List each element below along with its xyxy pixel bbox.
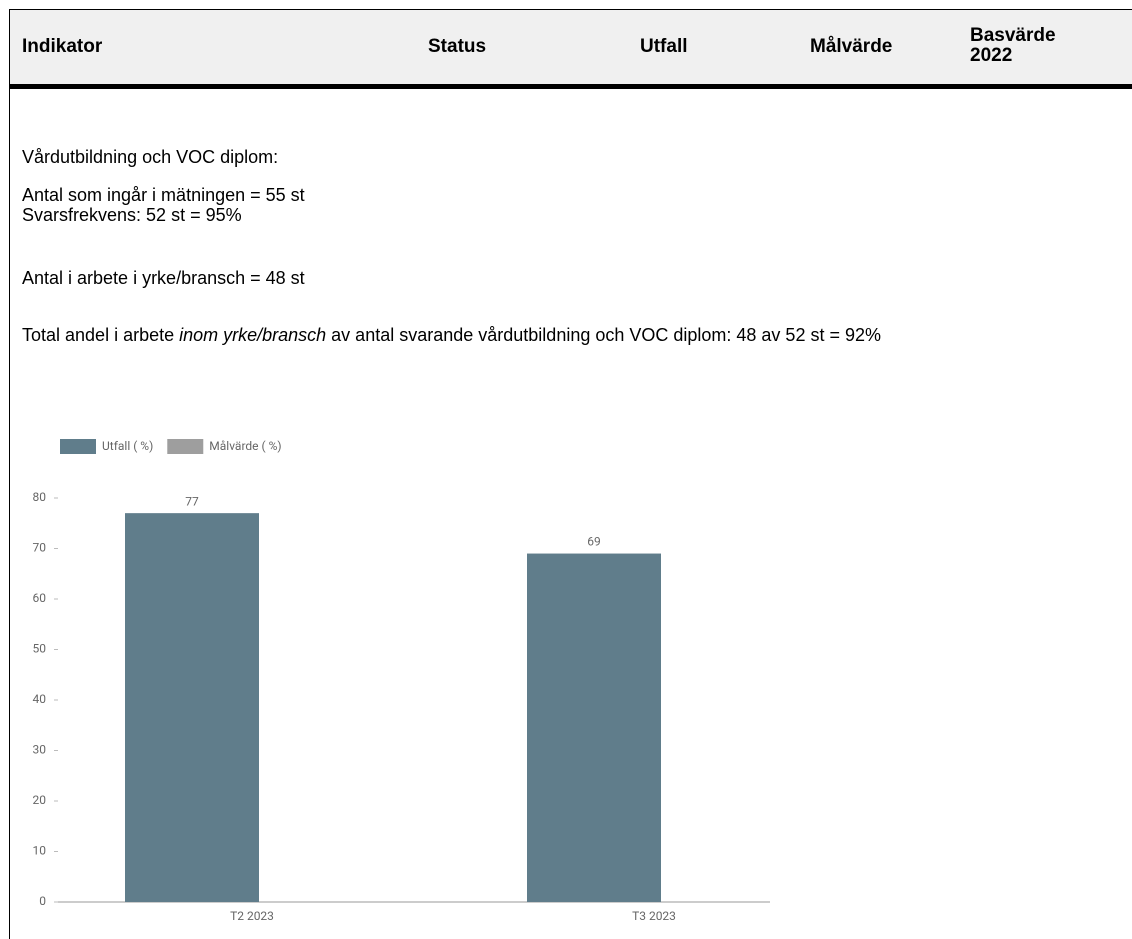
bar xyxy=(125,513,259,902)
bar xyxy=(527,553,661,902)
data-label: 77 xyxy=(185,494,199,508)
paragraph: Antal i arbete i yrke/bransch = 48 st xyxy=(22,268,305,288)
emphasis: inom yrke/bransch xyxy=(179,325,327,345)
paragraph: Svarsfrekvens: 52 st = 95% xyxy=(22,205,242,225)
x-tick-label: T2 2023 xyxy=(230,909,274,923)
header-cell: Indikator xyxy=(22,36,103,57)
header-cell: Status xyxy=(428,36,487,57)
legend-swatch xyxy=(60,439,96,454)
header-cell: Basvärde 2022 xyxy=(970,25,1056,66)
text: Total andel i arbete xyxy=(22,325,180,345)
paragraph: Antal som ingår i mätningen = 55 st xyxy=(22,185,305,205)
y-tick-label: 20 xyxy=(33,793,47,807)
y-tick-label: 40 xyxy=(33,692,47,706)
header-cell: Utfall xyxy=(640,36,688,57)
x-tick-label: T3 2023 xyxy=(632,909,676,923)
legend-label: Målvärde ( %) xyxy=(209,439,281,453)
header-cell: Målvärde xyxy=(810,36,893,57)
legend-label: Utfall ( %) xyxy=(102,439,153,453)
y-tick-label: 10 xyxy=(33,844,47,858)
paragraph: Total andel i arbete inom yrke/bransch a… xyxy=(22,325,1127,346)
y-tick-label: 30 xyxy=(33,743,47,757)
table-header: Indikator Status Utfall Målvärde Basvärd… xyxy=(10,10,1132,89)
y-tick-label: 80 xyxy=(33,490,47,504)
y-tick-label: 60 xyxy=(33,591,47,605)
document: Indikator Status Utfall Målvärde Basvärd… xyxy=(9,9,1132,939)
text: av antal svarande vårdutbildning och VOC… xyxy=(326,325,881,345)
legend-swatch xyxy=(167,439,204,454)
y-tick-label: 50 xyxy=(33,642,47,656)
y-tick-label: 70 xyxy=(33,541,47,555)
y-tick-label: 0 xyxy=(39,894,46,908)
paragraph: Vårdutbildning och VOC diplom: xyxy=(22,147,279,167)
data-label: 69 xyxy=(587,535,601,549)
